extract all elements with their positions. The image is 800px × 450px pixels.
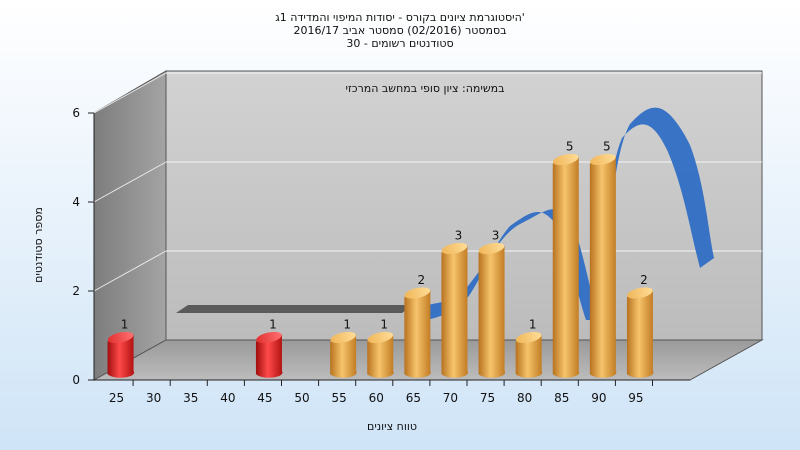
gridline-side [93, 161, 167, 203]
bar-value-label: 5 [603, 140, 611, 154]
gridline-side [93, 72, 167, 114]
bar-body [478, 245, 506, 378]
histogram-bar [367, 331, 394, 378]
x-tick-label: 95 [628, 391, 643, 405]
x-tick-label: 70 [443, 391, 458, 405]
x-tick-label: 25 [109, 391, 124, 405]
bar-body [367, 334, 394, 378]
histogram-bar [330, 331, 357, 378]
y-tick-label: 4 [72, 195, 80, 209]
bar-body [330, 334, 357, 378]
bar-cap [107, 331, 134, 344]
fit-band-flat [176, 305, 414, 313]
bar-value-label: 3 [492, 229, 500, 243]
bar-value-label: 1 [121, 318, 129, 332]
histogram-bar [441, 242, 469, 378]
x-tick-label: 60 [369, 391, 384, 405]
y-tick-label: 6 [72, 106, 80, 120]
histogram-bar [515, 331, 543, 378]
bar-value-label: 2 [640, 273, 648, 287]
x-tick-label: 50 [294, 391, 309, 405]
bar-body [404, 290, 431, 378]
bar-cap [627, 287, 653, 299]
bar-body [515, 334, 543, 378]
histogram-bar [478, 242, 506, 378]
x-tick-label: 80 [517, 391, 532, 405]
x-tick-label: 85 [554, 391, 569, 405]
y-tick-label: 0 [72, 373, 80, 387]
bar-value-label: 1 [529, 318, 537, 332]
x-tick-label: 40 [220, 391, 235, 405]
x-tick-label: 45 [257, 391, 272, 405]
x-tick-label: 90 [591, 391, 606, 405]
bar-value-label: 3 [455, 229, 463, 243]
bar-cap [404, 287, 431, 299]
bar-cap [441, 242, 468, 255]
x-tick-label: 30 [146, 391, 161, 405]
x-tick-label: 75 [480, 391, 495, 405]
bar-body [107, 334, 135, 378]
bar-value-label: 1 [343, 318, 351, 332]
histogram-bar [626, 287, 654, 378]
x-tick-label: 55 [332, 391, 347, 405]
bar-value-label: 1 [380, 318, 388, 332]
bar-value-label: 2 [418, 273, 426, 287]
bar-body [626, 290, 654, 378]
bar-body [552, 156, 580, 378]
bar-cap [478, 242, 505, 255]
gridline-side [93, 250, 167, 292]
chart-title-line-2: בסמסטר (02/2016) סמסטר אביב 2016/17 [293, 24, 507, 37]
bar-value-label: 5 [566, 140, 574, 154]
y-tick-label: 2 [72, 284, 80, 298]
bar-cap [330, 331, 356, 344]
x-tick-label: 35 [183, 391, 198, 405]
bar-cap [256, 331, 282, 344]
x-tick-label: 65 [406, 391, 421, 405]
histogram-bar [404, 287, 431, 378]
bar-cap [552, 153, 579, 166]
histogram-bar [552, 153, 580, 378]
x-axis-label: טווח ציונים [367, 420, 417, 433]
bar-cap [367, 331, 394, 344]
chart-annotation: במשימה: ציון סופי במחשב המרכזי [345, 82, 504, 95]
histogram-bar [589, 153, 617, 378]
histogram-bar [107, 331, 135, 378]
chart-title-line-3: סטודנטים רשומים - 30 [346, 37, 454, 50]
histogram-bar [255, 331, 283, 378]
chart-title-line-1: היסטוגרמת ציונים בקורס - יסודות המיפוי ו… [275, 11, 525, 24]
bar-cap [515, 331, 542, 344]
bar-cap [590, 153, 616, 166]
y-axis-label: מספר סטודנטים [32, 207, 45, 283]
bar-body [255, 334, 283, 378]
bar-value-label: 1 [269, 318, 277, 332]
bar-body [589, 156, 617, 378]
bar-body [441, 245, 469, 378]
